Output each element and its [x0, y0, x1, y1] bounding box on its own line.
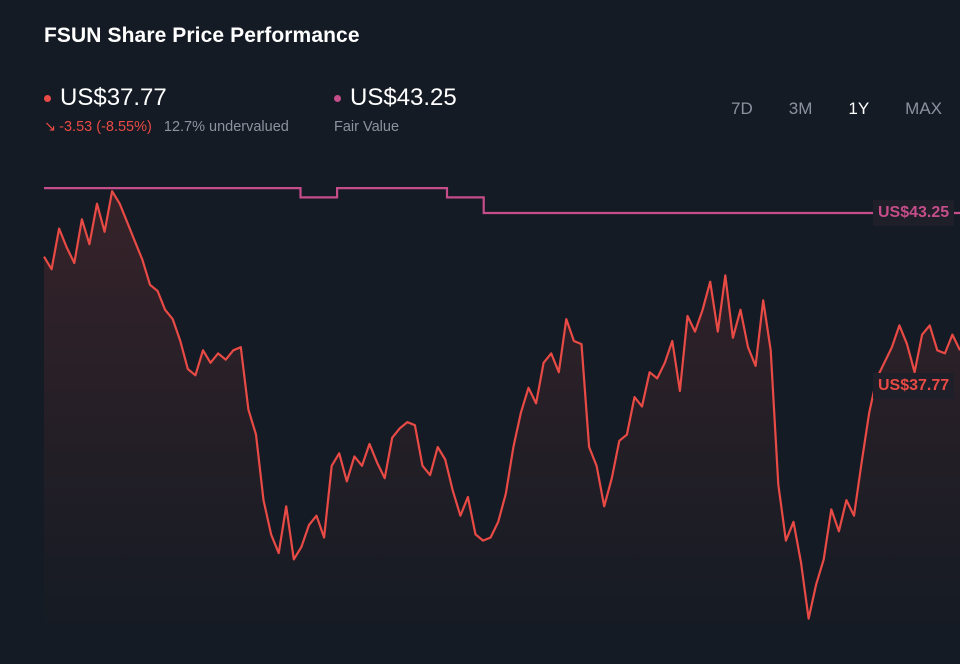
fair-value-price: US$43.25	[350, 84, 457, 111]
fair-value-block: US$43.25 Fair Value	[334, 84, 457, 135]
period-3m-button[interactable]: 3M	[788, 99, 813, 118]
price-line	[43, 190, 960, 620]
price-area-fill	[44, 191, 960, 628]
valuation-text: 12.7% undervalued	[163, 119, 289, 135]
period-7d-button[interactable]: 7D	[731, 99, 753, 118]
current-price-block: US$37.77 ↘ -3.53 (-8.55%) 12.7% undervalu…	[44, 84, 289, 135]
price-change: -3.53 (-8.55%)	[59, 119, 152, 135]
period-1y-button[interactable]: 1Y	[848, 99, 870, 118]
fair-value-label: Fair Value	[334, 119, 400, 135]
current-price-tag: US$37.77	[873, 372, 955, 399]
period-max-button[interactable]: MAX	[905, 99, 942, 118]
fair-value-dot-icon	[334, 94, 341, 102]
fair-value-price-tag: US$43.25	[873, 200, 955, 227]
current-price-dot-icon	[44, 94, 51, 102]
fair-value-line	[44, 187, 960, 215]
trend-down-arrow-icon: ↘	[44, 119, 57, 135]
current-price-value: US$37.77	[60, 84, 167, 111]
page-title: FSUN Share Price Performance	[44, 24, 360, 47]
period-selector: 7D 3M 1Y MAX	[695, 99, 942, 119]
